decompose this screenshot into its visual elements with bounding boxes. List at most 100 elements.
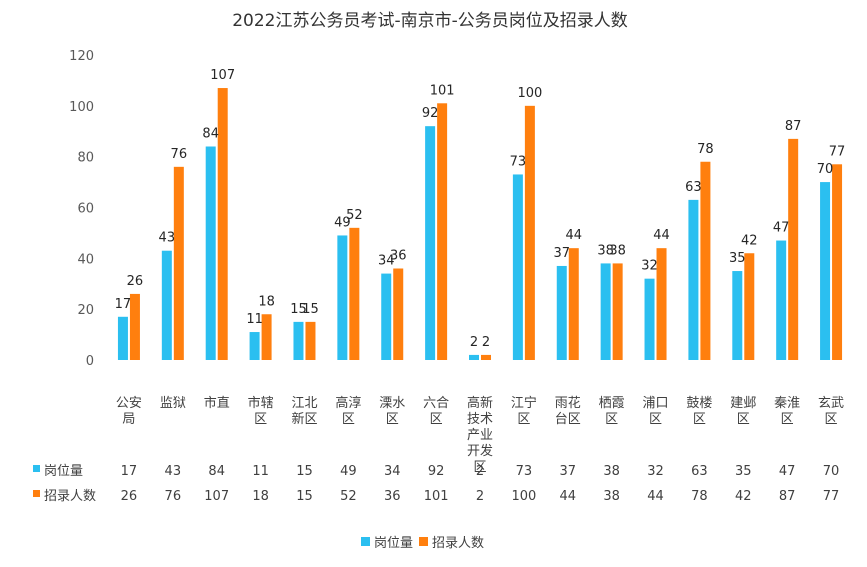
table-cell: 32 [647,464,664,479]
category-label: 公安局 [116,396,142,427]
bar-recruits [744,253,755,360]
y-tick-label: 100 [69,100,94,115]
table-cell: 36 [384,489,401,504]
data-label: 38 [597,243,614,258]
table-cell: 37 [559,464,576,479]
bar-recruits [656,248,667,360]
data-label: 2 [482,335,490,350]
data-label: 49 [334,215,351,230]
bar-positions [732,271,743,360]
bar-recruits [261,314,272,360]
category-label: 建邺区 [730,396,756,427]
data-label: 44 [565,228,582,243]
legend-label: 招录人数 [432,536,484,551]
table-cell: 2 [476,464,484,479]
category-label: 雨花台区 [555,395,581,427]
bar-recruits [788,138,799,360]
data-label: 107 [210,68,235,83]
table-cell: 11 [252,464,269,479]
table-cell: 63 [691,464,708,479]
table-cell: 73 [516,464,533,479]
table-cell: 47 [779,464,796,479]
table-cell: 38 [603,464,620,479]
table-cell: 18 [252,489,269,504]
data-label: 2 [470,335,478,350]
table-legend-swatch [33,465,40,472]
category-label: 鼓楼区 [686,396,712,427]
table-cell: 49 [340,464,357,479]
bar-recruits [129,293,140,360]
bar-positions [556,265,567,360]
table-cell: 17 [121,464,138,479]
data-table: 岗位量 17 43 84 11 15 49 34 92 2 73 37 38 32 63 35 47 70 招录人数… [33,464,839,504]
category-label: 浦口区 [643,396,669,427]
bar-positions [117,316,128,360]
table-cell: 35 [735,464,752,479]
data-label: 32 [641,259,658,274]
table-cell: 78 [691,489,708,504]
data-label: 44 [653,228,670,243]
data-label: 77 [829,144,846,159]
category-label: 江宁区 [511,395,537,427]
table-cell: 92 [428,464,445,479]
table-cell: 87 [779,489,796,504]
table-cell: 76 [165,489,182,504]
y-tick-label: 60 [77,202,94,217]
data-label: 78 [697,142,714,157]
legend-swatch [361,537,370,546]
bar-positions [381,273,392,360]
bar-positions [820,182,831,360]
data-label: 100 [517,86,542,101]
table-cell: 77 [823,489,840,504]
category-labels: 公安局 监狱 市直 市辖区江北新区高淳区溧水区六合区高新技术产业开发区江宁区雨花台区栖… [116,395,844,475]
table-cell: 34 [384,464,401,479]
data-label: 17 [115,297,132,312]
bar-positions [600,263,611,360]
bar-positions [161,250,172,360]
table-cell: 84 [208,464,225,479]
data-label: 63 [685,180,702,195]
category-label: 溧水区 [379,396,405,427]
table-cell: 44 [559,489,576,504]
data-label: 18 [258,294,275,309]
data-label: 37 [553,246,570,261]
table-cell: 100 [511,489,536,504]
category-label: 栖霞区 [599,396,625,427]
data-label: 11 [246,312,263,327]
y-tick-label: 120 [69,49,94,64]
bar-positions [688,199,699,360]
bar-positions [293,321,304,360]
category-label: 高新技术产业开发区 [467,395,493,475]
data-label: 73 [510,154,527,169]
bar-positions [644,278,655,360]
table-cell: 26 [121,489,138,504]
bar-recruits [217,88,228,361]
table-cell: 43 [165,464,182,479]
bar-recruits [305,321,316,360]
table-cell: 2 [476,489,484,504]
data-label: 101 [430,83,455,98]
data-label: 76 [171,147,188,162]
data-label: 52 [346,208,363,223]
category-label: 市直 [204,395,230,411]
bar-recruits [393,268,404,360]
category-label: 六合区 [423,396,449,427]
data-label: 15 [302,302,319,317]
bar-recruits [173,166,184,360]
data-label: 47 [773,221,790,236]
bar-recruits [437,103,448,361]
bar-positions [337,235,348,360]
category-label: 监狱 [160,396,186,411]
table-cell: 44 [647,489,664,504]
table-cell: 101 [424,489,449,504]
bar-positions [776,240,787,360]
bar-recruits [612,263,623,360]
bar-recruits [524,105,535,360]
chart-title: 2022江苏公务员考试-南京市-公务员岗位及招录人数 [232,11,628,31]
data-label: 84 [202,127,219,142]
table-cell: 15 [296,489,313,504]
table-legend-swatch [33,490,40,497]
y-tick-label: 80 [77,151,94,166]
table-row-header: 岗位量 [44,464,83,479]
data-label: 38 [609,243,626,258]
